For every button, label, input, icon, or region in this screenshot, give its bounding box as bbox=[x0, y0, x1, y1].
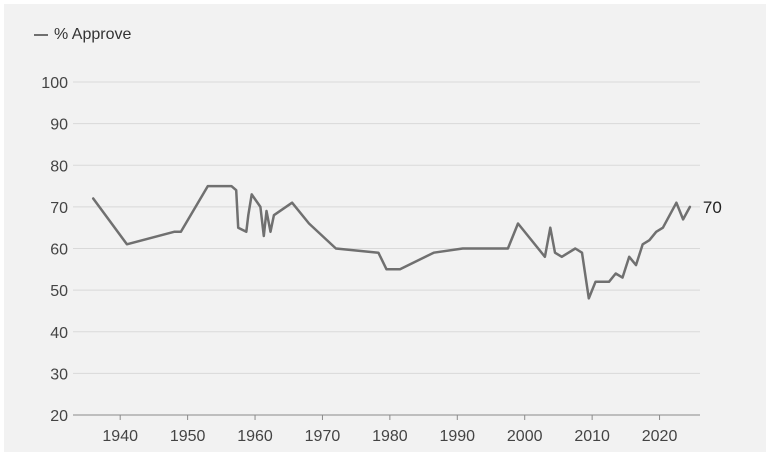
x-tick-label: 1990 bbox=[439, 428, 475, 445]
x-tick-label: 1980 bbox=[372, 428, 408, 445]
legend: % Approve bbox=[34, 26, 131, 44]
x-tick-label: 2010 bbox=[574, 428, 610, 445]
y-tick-label: 60 bbox=[50, 242, 68, 259]
x-tick-label: 2000 bbox=[507, 428, 543, 445]
y-tick-label: 70 bbox=[50, 200, 68, 217]
legend-label: % Approve bbox=[54, 26, 132, 43]
gridlines bbox=[73, 81, 700, 416]
y-tick-label: 30 bbox=[50, 366, 68, 383]
chart-background bbox=[4, 4, 766, 452]
y-tick-label: 50 bbox=[50, 283, 68, 300]
y-tick-label: 100 bbox=[41, 75, 68, 92]
x-tick-label: 1960 bbox=[237, 428, 273, 445]
y-tick-label: 80 bbox=[50, 158, 68, 175]
end-value-label: 70 bbox=[703, 198, 722, 217]
x-tick-label: 1970 bbox=[305, 428, 341, 445]
legend-swatch bbox=[34, 34, 48, 36]
y-tick-label: 40 bbox=[50, 325, 68, 342]
x-tick-label: 2020 bbox=[642, 428, 678, 445]
series-line bbox=[91, 184, 692, 300]
y-tick-label: 20 bbox=[50, 408, 68, 425]
series-group bbox=[91, 184, 692, 300]
y-tick-label: 90 bbox=[50, 117, 68, 134]
x-tick-label: 1950 bbox=[170, 428, 206, 445]
x-axis-ticks: 1940 1950 1960 1970 1980 1990 2000 2010 2020 bbox=[73, 414, 700, 445]
y-axis-ticks: 20 30 40 50 60 70 80 90 100 bbox=[41, 75, 68, 425]
x-tick-label: 1940 bbox=[102, 428, 138, 445]
data-labels: 70 bbox=[703, 198, 722, 217]
